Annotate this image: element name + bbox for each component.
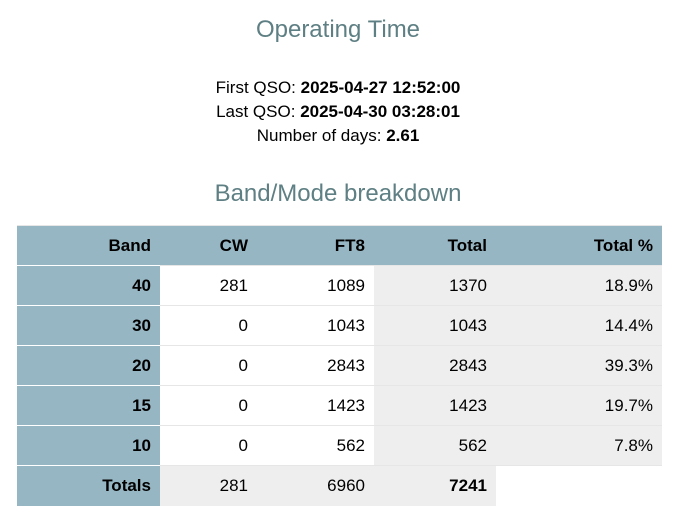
cell: 2843 — [257, 345, 374, 386]
table-row: 10 0 562 562 7.8% — [17, 425, 662, 466]
info: First QSO: 2025-04-27 12:52:00 Last QSO: … — [0, 76, 676, 148]
cell: 1089 — [257, 265, 374, 306]
info-value: 2.61 — [386, 126, 420, 145]
cell: 14.4% — [496, 305, 662, 346]
info-value: 2025-04-30 03:28:01 — [300, 102, 460, 121]
info-line: First QSO: 2025-04-27 12:52:00 — [0, 76, 676, 100]
cell: 40 — [17, 265, 160, 306]
cell: 39.3% — [496, 345, 662, 386]
table-row: 20 0 2843 2843 39.3% — [17, 345, 662, 386]
cell: 1043 — [257, 305, 374, 346]
section-title: Band/Mode breakdown — [214, 180, 462, 207]
cell: 2843 — [374, 345, 496, 386]
cell: 0 — [160, 345, 257, 386]
cell: 0 — [160, 425, 257, 466]
column-header: Total — [374, 225, 496, 266]
cell: 7.8% — [496, 425, 662, 466]
info-label: Last QSO: — [216, 102, 296, 121]
info-value: 2025-04-27 12:52:00 — [300, 78, 461, 97]
title: Operating Time — [255, 16, 421, 43]
info-label: First QSO: — [215, 78, 296, 97]
breakdown-table: Band CW FT8 Total Total % 40 281 1089 1370 18.9%… — [17, 225, 662, 506]
cell: 18.9% — [496, 265, 662, 306]
column-header: CW — [160, 225, 257, 266]
total-cell: 7241 — [374, 465, 496, 506]
cell: 1423 — [374, 385, 496, 426]
table-row: 40 281 1089 1370 18.9% — [17, 265, 662, 306]
cell: 1423 — [257, 385, 374, 426]
total-cell: 6960 — [257, 465, 374, 506]
totals-row: Totals 281 6960 7241 — [17, 465, 662, 506]
cell: 20 — [17, 345, 160, 386]
cell: 19.7% — [496, 385, 662, 426]
info-line: Number of days: 2.61 — [0, 124, 676, 148]
cell: 0 — [160, 305, 257, 346]
cell: 562 — [257, 425, 374, 466]
cell: 1043 — [374, 305, 496, 346]
column-header: FT8 — [257, 225, 374, 266]
table-row: 15 0 1423 1423 19.7% — [17, 385, 662, 426]
cell: 281 — [160, 265, 257, 306]
total-cell: Totals — [17, 465, 160, 506]
cell: 10 — [17, 425, 160, 466]
info-label: Number of days: — [256, 126, 382, 145]
cell: 1370 — [374, 265, 496, 306]
info-line: Last QSO: 2025-04-30 03:28:01 — [0, 100, 676, 124]
total-cell: 281 — [160, 465, 257, 506]
cell: 0 — [160, 385, 257, 426]
empty-cell — [496, 465, 662, 506]
cell: 30 — [17, 305, 160, 346]
column-header: Band — [17, 225, 160, 266]
column-header: Total % — [496, 225, 662, 266]
cell: 562 — [374, 425, 496, 466]
cell: 15 — [17, 385, 160, 426]
table-row: 30 0 1043 1043 14.4% — [17, 305, 662, 346]
header-row: Band CW FT8 Total Total % — [17, 225, 662, 266]
